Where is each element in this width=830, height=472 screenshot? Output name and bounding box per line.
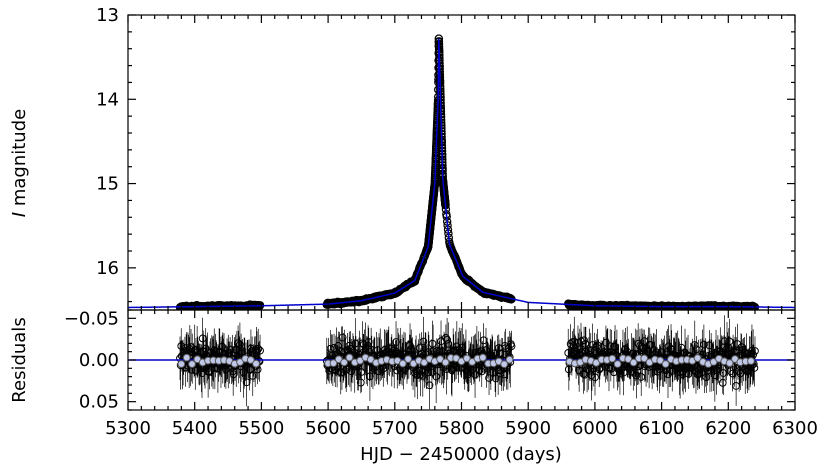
binned-residual-point xyxy=(420,358,429,367)
binned-residual-point xyxy=(693,354,702,362)
time-tick-label: 5900 xyxy=(505,418,551,439)
residual-data-point xyxy=(392,338,400,346)
residual-data-point xyxy=(699,340,708,349)
residual-data-point xyxy=(444,339,453,348)
residual-data-point xyxy=(366,372,374,381)
time-tick-label: 5300 xyxy=(105,418,151,439)
residual-tick-labels: −0.05 0.00 0.05 xyxy=(64,308,119,412)
binned-residual-point xyxy=(246,356,255,364)
time-tick-label: 6100 xyxy=(639,418,685,439)
light-curve-panel: 13 14 15 16 xyxy=(96,5,796,311)
y-axis-label-magnitude: I magnitude xyxy=(9,109,30,217)
time-tick-label: 5600 xyxy=(305,418,351,439)
residual-data-point xyxy=(419,337,428,346)
time-tick-label: 5700 xyxy=(372,418,418,439)
residuals-panel: −0.05 0.00 0.05 5300 5400 5500 5600 5700 5800 59… xyxy=(64,308,818,439)
residual-data-point xyxy=(406,341,414,350)
residual-tick-label: −0.05 xyxy=(64,308,119,329)
residual-data-point xyxy=(632,371,641,380)
binned-residual-point xyxy=(462,354,471,363)
residual-data-point xyxy=(201,344,210,353)
residual-data-point xyxy=(580,336,588,345)
magnitude-tick-label: 14 xyxy=(96,89,119,110)
residuals-data xyxy=(128,315,795,410)
binned-residual-point xyxy=(640,354,649,363)
residual-data-point xyxy=(364,337,373,346)
binned-residual-point xyxy=(329,359,338,368)
residual-data-point xyxy=(623,347,632,356)
x-axis-label: HJD − 2450000 (days) xyxy=(360,444,562,465)
binned-residual-point xyxy=(661,360,670,368)
residual-data-point xyxy=(335,346,344,355)
binned-residual-point xyxy=(505,355,514,364)
residual-data-point xyxy=(425,381,434,390)
binned-residual-point xyxy=(624,355,633,364)
binned-residual-point xyxy=(188,360,196,368)
residual-data-point xyxy=(338,333,347,342)
residual-tick-label: 0.00 xyxy=(79,350,119,371)
time-tick-label: 5800 xyxy=(439,418,485,439)
residual-data-point xyxy=(471,370,479,379)
binned-residual-point xyxy=(345,353,354,362)
binned-residual-point xyxy=(340,358,349,367)
residual-data-point xyxy=(695,369,704,378)
residual-data-point xyxy=(748,346,756,355)
binned-residual-point xyxy=(177,360,186,368)
binned-residual-point xyxy=(500,360,509,369)
residual-data-point xyxy=(577,337,585,346)
residual-data-point xyxy=(610,342,619,351)
time-tick-label: 6200 xyxy=(705,418,751,439)
time-tick-label: 5500 xyxy=(238,418,284,439)
magnitude-tick-label: 16 xyxy=(96,258,119,279)
residual-data-point xyxy=(342,365,351,374)
light-curve-data xyxy=(128,34,795,310)
residual-data-point xyxy=(236,340,244,349)
residuals-ticks xyxy=(127,309,796,411)
binned-residual-point xyxy=(656,356,665,365)
residual-data-point xyxy=(698,350,707,359)
binned-residual-point xyxy=(629,358,638,367)
time-tick-label: 6000 xyxy=(572,418,618,439)
residual-data-point xyxy=(507,342,516,351)
residual-data-point xyxy=(254,344,263,353)
binned-residual-point xyxy=(478,353,487,362)
binned-residual-point xyxy=(182,353,191,362)
binned-residual-point xyxy=(747,357,755,365)
binned-residual-point xyxy=(613,360,622,368)
residual-data-point xyxy=(428,339,437,348)
light-curve-ticks xyxy=(127,14,796,310)
residual-tick-label: 0.05 xyxy=(79,392,119,413)
residual-data-point xyxy=(443,335,452,344)
magnitude-tick-labels: 13 14 15 16 xyxy=(96,5,119,279)
magnitude-tick-label: 13 xyxy=(96,5,119,26)
y-axis-label-residuals: Residuals xyxy=(9,317,30,402)
binned-residual-point xyxy=(725,359,734,367)
residual-data-point xyxy=(751,347,759,355)
binned-residual-point xyxy=(398,359,407,368)
residual-data-point xyxy=(464,366,473,375)
time-tick-labels: 5300 5400 5500 5600 5700 5800 5900 6000 6100 6200… xyxy=(105,418,818,439)
residual-data-point xyxy=(750,364,759,372)
magnitude-tick-label: 15 xyxy=(96,174,119,195)
residual-data-point xyxy=(356,378,365,387)
residual-data-point xyxy=(718,378,727,387)
residual-data-point xyxy=(591,373,599,382)
time-tick-label: 5400 xyxy=(172,418,218,439)
residual-data-point xyxy=(229,370,238,379)
binned-residual-point xyxy=(236,358,244,367)
binned-residual-point xyxy=(441,358,450,367)
time-tick-label: 6300 xyxy=(772,418,818,439)
residual-data-point xyxy=(595,364,604,372)
binned-residual-point xyxy=(608,354,617,363)
residual-data-point xyxy=(606,342,615,351)
binned-residual-point xyxy=(252,359,260,368)
residual-data-point xyxy=(564,365,573,374)
model-curve xyxy=(128,38,795,309)
residual-data-point xyxy=(256,346,264,355)
binned-residual-point xyxy=(404,355,413,363)
